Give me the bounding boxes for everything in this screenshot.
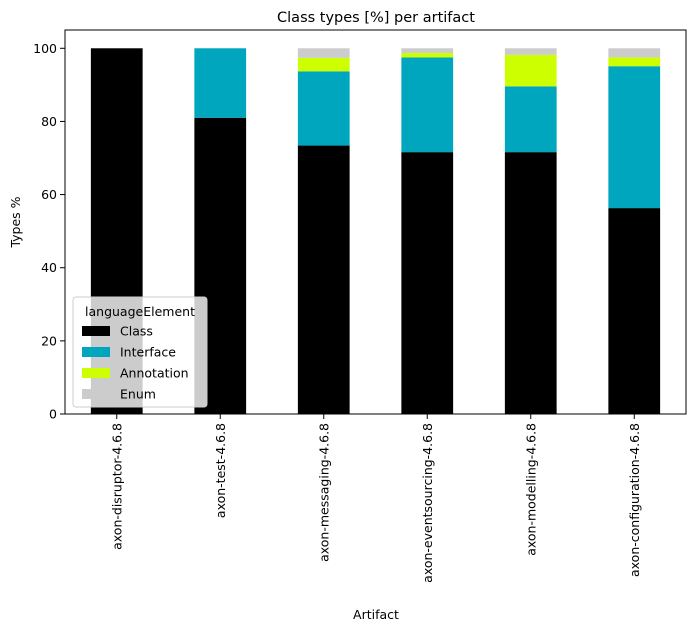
bar-annotation-6: [608, 57, 661, 67]
y-tick-label: 100: [33, 41, 57, 56]
y-tick-label: 0: [49, 407, 57, 422]
y-tick-label: 80: [41, 114, 57, 129]
x-tick-label: axon-messaging-4.6.8: [316, 423, 331, 562]
plot-area-frame: [64, 29, 687, 415]
bar-enum-3: [297, 48, 350, 58]
y-tick-label: 20: [41, 333, 57, 348]
legend-label-interface: Interface: [120, 345, 176, 360]
bar-class-5: [504, 152, 557, 415]
x-axis-label: Artifact: [353, 607, 399, 622]
legend-title: languageElement: [85, 304, 195, 319]
x-axis: axon-disruptor-4.6.8 axon-test-4.6.8 axon-…: [109, 414, 642, 583]
bar-annotation-4: [401, 53, 454, 58]
bar-class-3: [297, 145, 350, 414]
x-tick-label: axon-eventsourcing-4.6.8: [420, 423, 435, 583]
bar-interface-4: [401, 57, 454, 153]
bar-enum-6: [608, 48, 661, 58]
legend-swatch-enum: [82, 389, 110, 399]
x-tick-label: axon-test-4.6.8: [213, 423, 228, 518]
bar-interface-6: [608, 66, 661, 209]
legend-swatch-interface: [82, 347, 110, 357]
bar-interface-5: [504, 86, 557, 153]
legend-swatch-class: [82, 326, 110, 336]
bar-enum-5: [504, 48, 557, 55]
x-tick-label: axon-modelling-4.6.8: [523, 423, 538, 556]
y-axis-label: Types %: [8, 196, 23, 248]
x-tick-label: axon-configuration-4.6.8: [627, 423, 642, 577]
legend-label-enum: Enum: [120, 387, 156, 402]
bar-annotation-5: [504, 54, 557, 87]
bar-class-4: [401, 152, 454, 415]
bar-interface-2: [194, 48, 247, 118]
legend-box: [72, 296, 208, 408]
bar-enum-4: [401, 48, 454, 54]
bar-class-6: [608, 208, 661, 414]
legend: languageElement Class Interface Annotation E…: [72, 296, 208, 408]
bar-interface-3: [297, 71, 350, 146]
legend-swatch-annotation: [82, 368, 110, 378]
y-tick-label: 60: [41, 187, 57, 202]
legend-label-annotation: Annotation: [120, 366, 189, 381]
y-axis: 0 20 40 60 80 100: [33, 41, 65, 422]
chart-title: Class types [%] per artifact: [277, 10, 475, 26]
legend-label-class: Class: [120, 324, 153, 339]
bars-group: [90, 48, 661, 415]
x-tick-label: axon-disruptor-4.6.8: [109, 423, 124, 550]
bar-annotation-3: [297, 57, 350, 72]
y-tick-label: 40: [41, 260, 57, 275]
